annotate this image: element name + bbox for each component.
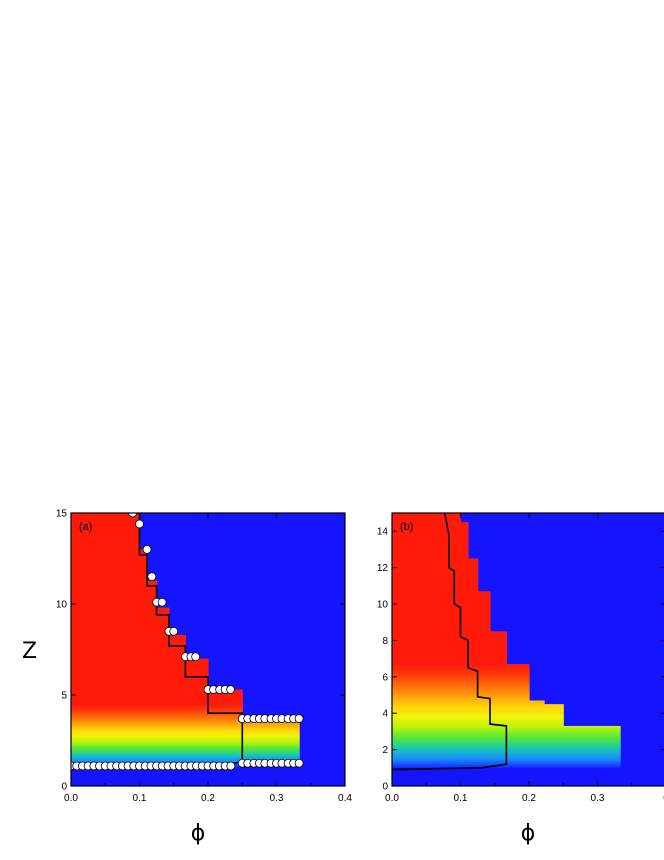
panel-b-band [477, 591, 491, 768]
panel-a-marker-upper [147, 572, 157, 582]
panel-a-marker-upper [142, 545, 152, 554]
panel-a-band [208, 689, 243, 768]
panel-a-band [156, 607, 170, 768]
panel-b: 0.00.10.20.3002468101214 (b) ϕ [377, 512, 664, 846]
panel-b-label: (b) [400, 521, 413, 533]
panel-b-xtick-label: 0.3 [591, 793, 605, 804]
panel-b-ytick-label: 2 [382, 745, 388, 756]
panel-a: 0.0 0.1 0.2 0.3 0.4 0 5 10 15 (a) Z ϕ [22, 509, 352, 847]
panel-b-xtick-label: 0.0 [385, 793, 399, 804]
panel-b-band [460, 522, 469, 768]
panel-b-ytick-label: 14 [377, 527, 389, 538]
panel-b-band [544, 704, 564, 768]
panel-a-band [185, 658, 209, 768]
panel-b-boundary-line [392, 513, 508, 771]
panel-a-marker-lower [226, 761, 236, 771]
panel-b-band [392, 513, 462, 768]
panel-a-marker-lower-right [294, 758, 304, 768]
panel-b-ytick-label: 0 [382, 782, 388, 793]
panel-b-band [489, 631, 507, 768]
panel-b-band [529, 700, 545, 768]
panel-a-marker-upper [135, 519, 144, 529]
panel-b-ytick-label: 12 [377, 563, 389, 574]
panel-b-xtick-label: 0.1 [454, 793, 468, 804]
panel-a-xtick-label: 0.3 [270, 793, 284, 804]
panel-b-ytick-label: 6 [382, 672, 388, 683]
panel-b-band [563, 725, 621, 768]
panel-a-marker-upper [157, 597, 167, 607]
panel-b-ytick-label: 10 [377, 600, 389, 611]
panel-a-band [168, 634, 186, 768]
panel-a-ylabel: Z [22, 639, 37, 664]
panel-a-ytick-label: 0 [61, 782, 67, 793]
panel-b-band [468, 558, 479, 768]
panel-b-xlabel: ϕ [521, 821, 536, 846]
panel-b-band [506, 664, 530, 768]
panel-a-xtick-label: 0.4 [338, 793, 352, 804]
panel-a-band [139, 549, 148, 768]
panel-a-xtick-label: 0.2 [201, 793, 215, 804]
panel-a-marker-upper [294, 714, 304, 724]
panel-a-band [147, 580, 158, 768]
panel-a-xtick-label: 0.0 [64, 793, 78, 804]
panel-a-xtick-label: 0.1 [133, 793, 147, 804]
panel-a-marker-upper [169, 626, 179, 636]
panel-a-xlabel: ϕ [191, 821, 206, 846]
panel-b-ytick-label: 8 [382, 636, 388, 647]
panel-a-band [71, 513, 141, 768]
panel-a-ytick-label: 5 [61, 691, 67, 702]
panel-a-marker-upper [128, 513, 138, 518]
panel-b-ytick-label: 4 [382, 709, 388, 720]
panel-a-label: (a) [79, 521, 92, 533]
panel-a-marker-upper [226, 685, 236, 694]
panel-b-xtick-label: 0.2 [522, 793, 536, 804]
panel-a-marker-upper [191, 652, 201, 662]
panel-a-boundary-line [71, 513, 244, 768]
panel-a-ytick-label: 10 [56, 600, 68, 611]
panel-a-ytick-label: 15 [56, 509, 68, 520]
